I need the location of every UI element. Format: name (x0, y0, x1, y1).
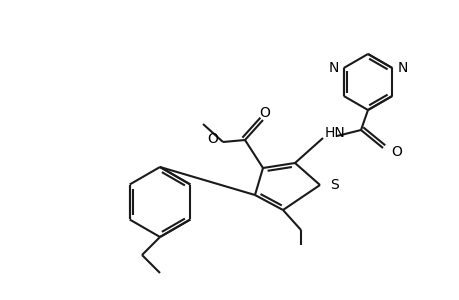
Text: O: O (207, 132, 218, 146)
Text: N: N (328, 61, 338, 75)
Text: O: O (259, 106, 270, 120)
Text: HN: HN (325, 126, 345, 140)
Text: O: O (390, 145, 401, 159)
Text: S: S (329, 178, 338, 192)
Text: N: N (397, 61, 407, 75)
